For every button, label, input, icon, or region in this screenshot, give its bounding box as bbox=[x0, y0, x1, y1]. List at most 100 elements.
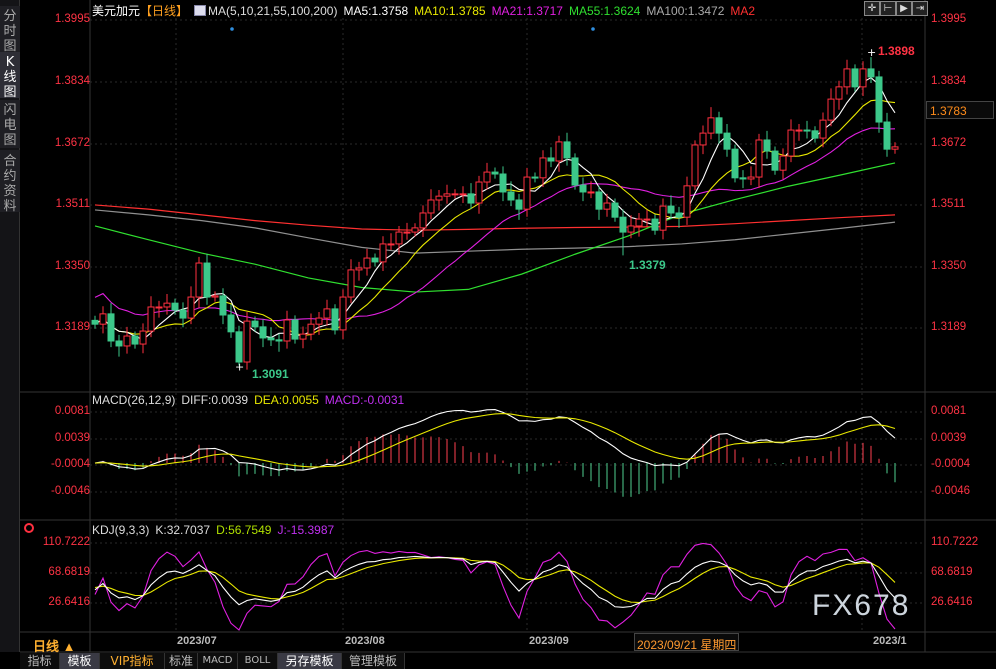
candle-down bbox=[763, 139, 771, 152]
candle-down bbox=[811, 130, 819, 139]
candle-up bbox=[643, 218, 651, 221]
candle-up bbox=[835, 86, 843, 100]
candle-down bbox=[547, 157, 555, 162]
cursor-date-label: 2023/09/21 星期四 bbox=[634, 633, 740, 652]
main-chart-header: 美元加元【日线】 MA(5,10,21,55,100,200) MA5:1.3758… bbox=[92, 2, 761, 19]
ma55-line bbox=[94, 162, 896, 293]
kdj-d-line bbox=[94, 557, 896, 604]
candle-up bbox=[859, 68, 867, 88]
candle-up bbox=[827, 98, 835, 121]
date-label: 2023/1 bbox=[873, 635, 907, 647]
candle-up bbox=[163, 302, 171, 308]
candle-down bbox=[531, 176, 539, 179]
candle-up bbox=[755, 139, 763, 178]
tab-time-chart[interactable]: 分时图 bbox=[0, 6, 20, 58]
ma-params[interactable]: MA(5,10,21,55,100,200) bbox=[208, 4, 338, 18]
kdj-params[interactable]: KDJ(9,3,3) bbox=[92, 523, 150, 537]
candle-up bbox=[795, 129, 803, 132]
tab-contract-info[interactable]: 合约资料 bbox=[0, 150, 20, 214]
candle-up bbox=[635, 218, 643, 227]
candle-down bbox=[107, 313, 115, 342]
candle-up bbox=[659, 205, 667, 231]
candle-up bbox=[243, 320, 251, 363]
candle-down bbox=[179, 309, 187, 319]
price-tick-right: 1.3834 bbox=[931, 75, 967, 87]
candle-up bbox=[139, 330, 147, 345]
kdj-k-line bbox=[94, 555, 896, 608]
macd-tick-left: -0.0004 bbox=[50, 458, 90, 470]
candle-up bbox=[435, 195, 443, 201]
price-tick-left: 1.3189 bbox=[54, 321, 90, 333]
ma200-line bbox=[94, 204, 896, 231]
candle-up bbox=[427, 199, 435, 214]
candle-up bbox=[819, 119, 827, 139]
candle-up bbox=[283, 319, 291, 342]
candle-down bbox=[675, 212, 683, 218]
toolbar-save-template[interactable]: 另存模板 bbox=[278, 653, 342, 669]
candle-up bbox=[315, 317, 323, 325]
candle-down bbox=[875, 76, 883, 123]
candle-down bbox=[611, 202, 619, 218]
settings-dot-icon[interactable] bbox=[24, 523, 34, 533]
play-icon[interactable]: ▶ bbox=[896, 1, 912, 16]
candle-up bbox=[307, 323, 315, 335]
candle-up bbox=[603, 202, 611, 210]
kdj-header: KDJ(9,3,3) K:32.7037 D:56.7549 J:-15.3987 bbox=[92, 523, 340, 537]
period-selector[interactable]: 日线 ▲ bbox=[33, 639, 76, 654]
price-tick-right: 1.3672 bbox=[931, 137, 967, 149]
high-cross-marker: + bbox=[867, 46, 876, 59]
price-tick-left: 1.3834 bbox=[54, 75, 90, 87]
candle-down bbox=[507, 191, 515, 201]
candle-down bbox=[331, 308, 339, 331]
candle-down bbox=[203, 262, 211, 298]
toolbar-template[interactable]: 模板 bbox=[60, 653, 100, 669]
macd-value: MACD:-0.0031 bbox=[324, 393, 405, 407]
current-price-marker: 1.3783 bbox=[926, 101, 994, 119]
tab-kline-chart[interactable]: K线图 bbox=[0, 52, 20, 100]
low-annotation: 1.3091 bbox=[252, 367, 289, 381]
toolbar-indicators[interactable]: 指标 bbox=[20, 653, 60, 669]
watermark-logo: FX678 bbox=[812, 589, 911, 622]
candle-up bbox=[395, 231, 403, 245]
price-tick-left: 1.3350 bbox=[54, 260, 90, 272]
candle-down bbox=[467, 193, 475, 204]
candle-up bbox=[699, 132, 707, 146]
scroll-right-icon[interactable]: ⇥ bbox=[912, 1, 928, 16]
macd-dea: DEA:0.0055 bbox=[254, 393, 319, 407]
candle-up bbox=[747, 176, 755, 180]
candle-up bbox=[683, 185, 691, 218]
toolbar-macd[interactable]: MACD bbox=[198, 653, 238, 669]
toolbar-boll[interactable]: BOLL bbox=[238, 653, 278, 669]
toolbar-standard[interactable]: 标准 bbox=[165, 653, 198, 669]
candle-down bbox=[259, 326, 267, 339]
zoom-in-icon[interactable]: ⊢ bbox=[880, 1, 896, 16]
high-annotation: 1.3898 bbox=[878, 44, 915, 58]
candle-up bbox=[779, 155, 787, 171]
ma100-value: MA100:1.3472 bbox=[646, 4, 725, 18]
candle-up bbox=[123, 335, 131, 347]
tab-flash-chart[interactable]: 闪电图 bbox=[0, 100, 20, 148]
price-tick-right: 1.3189 bbox=[931, 321, 967, 333]
candle-down bbox=[579, 184, 587, 193]
candle-up bbox=[587, 191, 595, 194]
candle-down bbox=[115, 340, 123, 347]
crosshair-icon[interactable]: ✛ bbox=[864, 1, 880, 16]
ma21-line bbox=[94, 127, 896, 322]
macd-tick-left: 0.0039 bbox=[54, 432, 90, 444]
candle-down bbox=[851, 68, 859, 88]
candle-down bbox=[235, 331, 243, 363]
candle-up bbox=[379, 243, 387, 263]
indicator-chart-icon[interactable] bbox=[194, 5, 207, 16]
kdj-tick-left: 110.7222 bbox=[42, 536, 90, 548]
candle-down bbox=[619, 216, 627, 233]
price-tick-left: 1.3672 bbox=[54, 137, 90, 149]
price-tick-left: 1.3995 bbox=[54, 13, 90, 25]
date-label: 2023/09 bbox=[529, 635, 569, 647]
event-marker bbox=[230, 27, 234, 31]
candle-up bbox=[99, 313, 107, 325]
candle-up bbox=[555, 141, 563, 162]
toolbar-manage-template[interactable]: 管理模板 bbox=[342, 653, 405, 669]
macd-params[interactable]: MACD(26,12,9) bbox=[92, 393, 176, 407]
toolbar-vip-indicators[interactable]: VIP指标 bbox=[100, 653, 165, 669]
